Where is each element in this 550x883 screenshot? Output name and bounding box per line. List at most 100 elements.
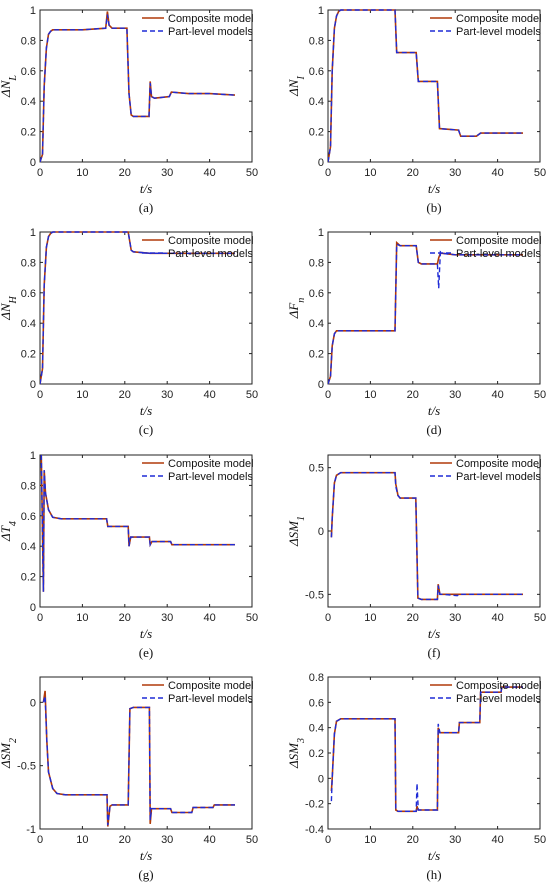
legend-label: Part-level models: [456, 26, 541, 38]
panel-caption: (c): [139, 422, 153, 437]
y-axis-label: ΔNI: [286, 76, 307, 97]
y-tick-label: 0.4: [309, 723, 324, 735]
y-tick-label: 0: [30, 697, 36, 709]
y-tick-label: 0.2: [309, 349, 324, 361]
x-axis-label: t/s: [428, 403, 440, 418]
x-tick-label: 20: [407, 389, 419, 401]
x-tick-label: 40: [491, 167, 503, 179]
legend-label: Composite model: [168, 680, 254, 692]
x-tick-label: 30: [161, 612, 173, 624]
x-tick-label: 10: [76, 389, 88, 401]
y-tick-label: 0.4: [21, 96, 36, 108]
x-axis-label: t/s: [428, 848, 440, 863]
y-tick-label: 0.6: [309, 697, 324, 709]
x-tick-label: 20: [119, 167, 131, 179]
x-tick-label: 30: [161, 834, 173, 846]
series-line-part-level-models: [40, 14, 236, 163]
x-axis-label: t/s: [140, 626, 152, 641]
panel-caption: (f): [428, 645, 441, 660]
legend-label: Composite model: [456, 235, 542, 247]
plot-area: [39, 676, 253, 830]
panel-c: 0 10 20 30 40 50 0 0.2 0.4 0.6 0.8 1 Composite model…: [0, 227, 258, 437]
x-tick-label: 10: [364, 834, 376, 846]
panel-g: 0 10 20 30 40 50 -1 -0.5 0 Composite modelPart-le…: [0, 676, 258, 882]
y-axis-label: ΔFn: [286, 298, 307, 320]
x-tick-label: 20: [119, 389, 131, 401]
plot-area: [327, 676, 541, 830]
x-tick-label: 40: [491, 834, 503, 846]
y-tick-label: 0.8: [21, 480, 36, 492]
panel-d: 0 10 20 30 40 50 0 0.2 0.4 0.6 0.8 1 Composite model…: [286, 227, 546, 437]
x-tick-label: 20: [407, 167, 419, 179]
x-tick-label: 10: [76, 167, 88, 179]
y-tick-label: 0.5: [309, 463, 324, 475]
x-tick-label: 50: [246, 167, 258, 179]
y-tick-label: 1: [318, 227, 324, 239]
y-axis-label: ΔT4: [0, 521, 19, 542]
x-tick-label: 40: [491, 612, 503, 624]
y-tick-label: 0.8: [309, 672, 324, 684]
x-tick-label: 50: [534, 612, 546, 624]
y-tick-label: 0: [30, 602, 36, 614]
y-tick-label: 0: [318, 526, 324, 538]
plot-area: [327, 231, 541, 385]
y-axis-label: ΔNH: [0, 295, 19, 320]
y-tick-label: -0.4: [305, 824, 324, 836]
legend-label: Composite model: [456, 680, 542, 692]
y-tick-label: 0.8: [309, 35, 324, 47]
y-tick-label: 0.4: [309, 96, 324, 108]
legend-label: Composite model: [168, 458, 254, 470]
legend-label: Composite model: [456, 13, 542, 25]
legend-label: Composite model: [168, 13, 254, 25]
x-tick-label: 40: [491, 389, 503, 401]
y-tick-label: 0.4: [309, 318, 324, 330]
plot-area: [39, 231, 253, 385]
x-tick-label: 0: [37, 167, 43, 179]
x-axis-label: t/s: [428, 181, 440, 196]
x-tick-label: 0: [325, 612, 331, 624]
y-tick-label: 0: [318, 379, 324, 391]
panel-caption: (a): [139, 200, 153, 215]
x-tick-label: 20: [119, 834, 131, 846]
x-tick-label: 40: [203, 389, 215, 401]
panel-h: 0 10 20 30 40 50 -0.4 -0.2 0 0.2 0.4 0.6 0.8 Composit…: [286, 672, 546, 882]
y-tick-label: 1: [318, 5, 324, 17]
y-tick-label: -0.5: [17, 761, 36, 773]
x-tick-label: 50: [534, 834, 546, 846]
legend-label: Part-level models: [168, 248, 253, 260]
x-tick-label: 0: [325, 389, 331, 401]
y-tick-label: -0.5: [305, 589, 324, 601]
legend-label: Part-level models: [456, 248, 541, 260]
plot-area: [39, 454, 253, 608]
y-tick-label: 0: [30, 379, 36, 391]
panel-caption: (d): [426, 422, 441, 437]
y-tick-label: 0.2: [21, 349, 36, 361]
y-tick-label: 0: [318, 157, 324, 169]
x-axis-label: t/s: [428, 626, 440, 641]
y-tick-label: 0.6: [309, 66, 324, 78]
plot-area: [327, 9, 541, 163]
y-tick-label: 0.6: [309, 288, 324, 300]
y-axis-label: ΔSM3: [286, 738, 307, 769]
x-tick-label: 30: [161, 167, 173, 179]
x-tick-label: 10: [364, 612, 376, 624]
legend-label: Composite model: [456, 458, 542, 470]
legend-label: Part-level models: [456, 471, 541, 483]
x-tick-label: 40: [203, 612, 215, 624]
series-line-part-level-models: [328, 9, 523, 163]
x-tick-label: 20: [407, 834, 419, 846]
panel-caption: (g): [138, 867, 153, 882]
x-tick-label: 10: [364, 167, 376, 179]
panel-b: 0 10 20 30 40 50 0 0.2 0.4 0.6 0.8 1 Composite model…: [286, 5, 546, 215]
x-axis-label: t/s: [140, 181, 152, 196]
y-tick-label: 0.2: [21, 572, 36, 584]
y-tick-label: 1: [30, 227, 36, 239]
y-tick-label: 0.8: [21, 35, 36, 47]
x-tick-label: 50: [534, 167, 546, 179]
series-line-part-level-models: [330, 686, 523, 812]
panel-e: 0 10 20 30 40 50 0 0.2 0.4 0.6 0.8 1 Composite model…: [0, 450, 258, 660]
x-tick-label: 20: [407, 612, 419, 624]
x-tick-label: 40: [203, 167, 215, 179]
y-tick-label: 0.8: [21, 257, 36, 269]
